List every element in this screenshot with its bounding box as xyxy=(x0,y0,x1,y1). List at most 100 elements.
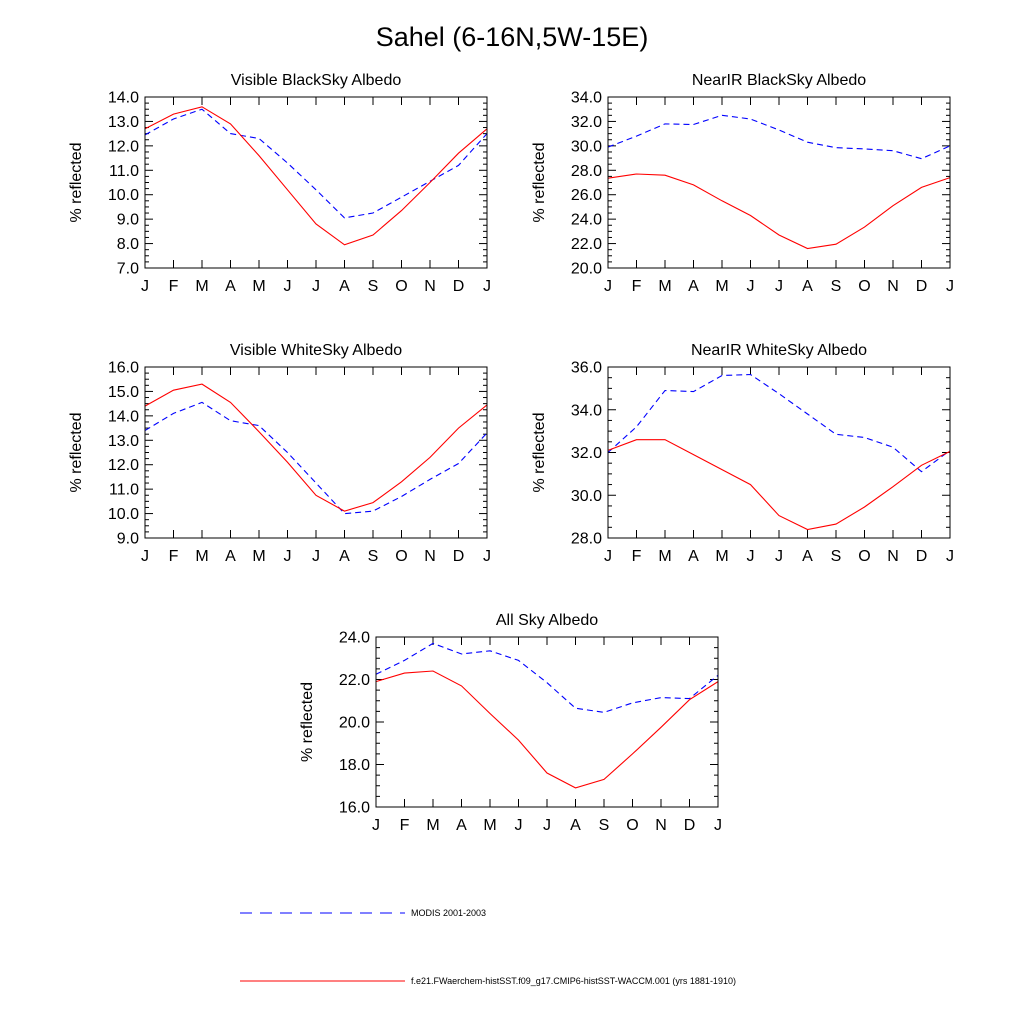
plot-frame xyxy=(144,96,488,269)
y-axis-label: % reflected xyxy=(68,412,85,492)
series-line-model xyxy=(607,439,951,531)
x-tick-label: N xyxy=(887,548,899,565)
x-tick-label: A xyxy=(456,817,467,834)
x-tick-label: J xyxy=(141,278,149,295)
x-tick-label: D xyxy=(684,817,696,834)
y-tick-label: 16.0 xyxy=(108,360,139,377)
x-tick-label: M xyxy=(658,548,671,565)
x-tick-label: M xyxy=(426,817,439,834)
x-tick-label: J xyxy=(312,278,320,295)
y-tick-label: 9.0 xyxy=(117,212,139,229)
y-tick-label: 32.0 xyxy=(571,445,602,462)
x-tick-label: N xyxy=(655,817,667,834)
y-tick-label: 12.0 xyxy=(108,138,139,155)
x-tick-label: A xyxy=(570,817,581,834)
y-axis-label: % reflected xyxy=(531,412,548,492)
series-line-modis xyxy=(375,642,719,713)
y-tick-label: 14.0 xyxy=(108,90,139,107)
y-tick-label: 32.0 xyxy=(571,114,602,131)
x-tick-label: J xyxy=(604,548,612,565)
y-tick-label: 20.0 xyxy=(339,715,370,732)
series-line-model xyxy=(144,383,488,512)
x-tick-label: A xyxy=(339,278,350,295)
x-tick-label: J xyxy=(515,817,523,834)
legend-item-model: f.e21.FWaerchem-histSST.f09_g17.CMIP6-hi… xyxy=(240,976,736,986)
x-tick-label: F xyxy=(169,278,179,295)
series-line-model xyxy=(607,173,951,250)
x-tick-label: N xyxy=(887,278,899,295)
y-tick-label: 11.0 xyxy=(109,482,139,499)
series-line-model xyxy=(375,670,719,789)
panel-title: Visible WhiteSky Albedo xyxy=(230,342,402,359)
x-tick-label: J xyxy=(714,817,722,834)
y-tick-label: 22.0 xyxy=(339,672,370,689)
x-tick-label: A xyxy=(339,548,350,565)
x-tick-label: O xyxy=(395,548,407,565)
y-axis-label: % reflected xyxy=(299,682,316,762)
panel-title: All Sky Albedo xyxy=(496,612,598,629)
y-tick-label: 7.0 xyxy=(117,261,139,278)
x-tick-label: F xyxy=(632,548,642,565)
panel-title: NearIR WhiteSky Albedo xyxy=(691,342,867,359)
x-tick-label: S xyxy=(831,278,842,295)
x-tick-label: J xyxy=(141,548,149,565)
y-tick-label: 11.0 xyxy=(109,163,139,180)
x-tick-label: J xyxy=(372,817,380,834)
x-tick-label: J xyxy=(483,548,491,565)
x-tick-label: O xyxy=(626,817,638,834)
x-tick-label: S xyxy=(368,548,379,565)
x-tick-label: A xyxy=(225,548,236,565)
y-tick-label: 36.0 xyxy=(571,360,602,377)
legend: MODIS 2001-2003 f.e21.FWaerchem-histSST.… xyxy=(240,908,736,986)
x-tick-label: J xyxy=(312,548,320,565)
x-tick-label: J xyxy=(775,278,783,295)
series-line-modis xyxy=(144,401,488,515)
x-tick-label: J xyxy=(483,278,491,295)
plot-frame xyxy=(607,96,951,269)
y-axis-label: % reflected xyxy=(531,142,548,222)
x-tick-label: M xyxy=(483,817,496,834)
x-tick-label: M xyxy=(658,278,671,295)
x-tick-label: J xyxy=(747,278,755,295)
legend-label-model: f.e21.FWaerchem-histSST.f09_g17.CMIP6-hi… xyxy=(411,976,736,986)
x-tick-label: S xyxy=(599,817,610,834)
y-tick-label: 28.0 xyxy=(571,531,602,548)
x-tick-label: F xyxy=(169,548,179,565)
legend-label-modis: MODIS 2001-2003 xyxy=(411,908,486,918)
plot-frame xyxy=(144,366,488,539)
x-tick-label: F xyxy=(632,278,642,295)
x-tick-label: O xyxy=(858,278,870,295)
y-tick-label: 12.0 xyxy=(108,457,139,474)
y-tick-label: 30.0 xyxy=(571,488,602,505)
series-line-modis xyxy=(144,108,488,219)
x-tick-label: M xyxy=(195,278,208,295)
x-tick-label: N xyxy=(424,278,436,295)
y-tick-label: 20.0 xyxy=(571,261,602,278)
y-tick-label: 10.0 xyxy=(108,506,139,523)
y-tick-label: 30.0 xyxy=(571,138,602,155)
x-tick-label: J xyxy=(284,548,292,565)
x-tick-label: M xyxy=(715,548,728,565)
y-tick-label: 13.0 xyxy=(108,114,139,131)
y-tick-label: 10.0 xyxy=(108,187,139,204)
x-tick-label: J xyxy=(747,548,755,565)
y-tick-label: 8.0 xyxy=(117,236,139,253)
x-tick-label: A xyxy=(802,278,813,295)
x-tick-label: M xyxy=(715,278,728,295)
y-tick-label: 18.0 xyxy=(339,757,370,774)
series-line-model xyxy=(144,106,488,246)
y-tick-label: 14.0 xyxy=(108,408,139,425)
x-tick-label: F xyxy=(400,817,410,834)
x-tick-label: D xyxy=(916,278,928,295)
x-tick-label: J xyxy=(775,548,783,565)
x-tick-label: J xyxy=(284,278,292,295)
x-tick-label: J xyxy=(604,278,612,295)
x-tick-label: M xyxy=(252,278,265,295)
panel-title: Visible BlackSky Albedo xyxy=(231,72,402,89)
